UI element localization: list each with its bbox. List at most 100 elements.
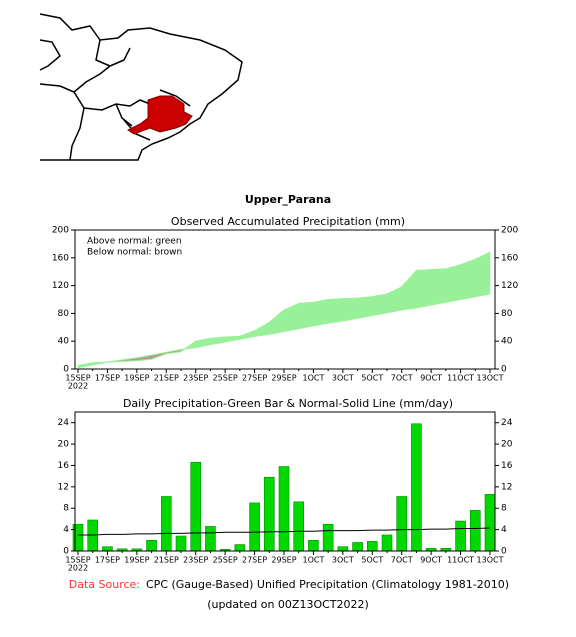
x-tick-label: 27SEP	[242, 374, 267, 383]
page-title: Upper_Parana	[245, 193, 331, 206]
bar	[278, 466, 290, 552]
y-tick-label: 80	[501, 309, 513, 319]
y-tick-label: 0	[501, 365, 507, 375]
x-tick-label: 15SEP	[65, 374, 90, 383]
bar	[469, 510, 481, 552]
y-tick-label: 80	[58, 309, 70, 319]
x-tick-label: 15SEP	[65, 556, 90, 565]
x-tick-label: 17SEP	[95, 556, 120, 565]
y-tick-label: 8	[63, 504, 69, 514]
area-fill	[416, 269, 432, 309]
area-fill	[342, 297, 358, 322]
x-tick-label: 3OCT	[332, 556, 354, 565]
bar	[455, 520, 466, 552]
x-tick-label: 23SEP	[183, 374, 208, 383]
x-tick-label: 9OCT	[420, 374, 442, 383]
chart-title: Observed Accumulated Precipitation (mm)	[171, 215, 405, 228]
area-fill	[474, 251, 491, 298]
bar	[146, 540, 157, 552]
y-tick-label: 40	[58, 337, 70, 347]
bar	[381, 534, 393, 552]
area-fill	[283, 303, 300, 332]
y-tick-label: 200	[52, 226, 69, 236]
area-fill	[401, 269, 417, 311]
x-tick-label: 3OCT	[332, 374, 354, 383]
bar	[263, 476, 275, 552]
y-tick-label: 160	[52, 253, 69, 263]
x-tick-label: 9OCT	[420, 556, 442, 565]
area-fill	[460, 258, 476, 300]
y-tick-label: 0	[501, 547, 507, 557]
x-tick-label: 19SEP	[124, 556, 149, 565]
x-tick-label: 29SEP	[271, 374, 296, 383]
x-annotation: 2022	[68, 564, 88, 573]
bar	[322, 523, 334, 552]
y-tick-label: 200	[501, 226, 518, 236]
annotation: Above normal: green	[87, 237, 182, 247]
y-tick-label: 16	[58, 461, 70, 471]
x-tick-label: 27SEP	[242, 556, 267, 565]
bar	[411, 423, 422, 552]
x-tick-label: 25SEP	[213, 556, 238, 565]
y-tick-label: 160	[501, 253, 518, 263]
x-tick-label: 29SEP	[271, 556, 296, 565]
normal-line	[78, 527, 491, 536]
area-fill	[313, 299, 329, 327]
annotation: Below normal: brown	[87, 248, 182, 258]
bar	[396, 496, 408, 552]
y-tick-label: 24	[58, 418, 70, 428]
bar	[190, 461, 202, 552]
bar	[175, 535, 187, 552]
x-tick-label: 5OCT	[361, 374, 383, 383]
area-fill	[445, 264, 461, 303]
updated: (updated on 00Z13OCT2022)	[207, 598, 369, 611]
bar	[234, 544, 246, 552]
x-tick-label: 13OCT	[477, 374, 504, 383]
y-tick-label: 20	[58, 440, 70, 450]
area-fill	[430, 268, 447, 306]
bar	[366, 541, 378, 552]
source: CPC (Gauge-Based) Unified Precipitation …	[146, 578, 509, 591]
y-tick-label: 40	[501, 337, 513, 347]
x-tick-label: 23SEP	[183, 556, 208, 565]
x-annotation: 2022	[68, 382, 88, 391]
bar	[352, 542, 363, 552]
locator-map	[39, 13, 243, 161]
x-tick-label: 7OCT	[391, 556, 413, 565]
x-tick-label: 5OCT	[361, 556, 383, 565]
x-tick-label: 11OCT	[447, 556, 474, 565]
x-tick-label: 1OCT	[302, 556, 324, 565]
x-tick-label: 13OCT	[477, 556, 504, 565]
bar	[160, 496, 172, 552]
series-line	[77, 293, 491, 369]
area-fill	[357, 296, 373, 319]
bar	[87, 519, 99, 552]
y-tick-label: 4	[63, 525, 69, 535]
x-tick-label: 7OCT	[391, 374, 413, 383]
y-tick-label: 4	[501, 525, 507, 535]
region	[127, 95, 193, 135]
y-tick-label: 12	[501, 482, 512, 492]
series-line	[77, 251, 491, 367]
bar	[293, 501, 305, 552]
y-tick-label: 20	[501, 440, 513, 450]
area-fill	[371, 293, 388, 316]
x-tick-label: 11OCT	[447, 374, 474, 383]
y-tick-label: 16	[501, 461, 513, 471]
x-tick-label: 25SEP	[213, 374, 238, 383]
x-tick-label: 19SEP	[124, 374, 149, 383]
y-tick-label: 120	[501, 281, 518, 291]
y-tick-label: 120	[52, 281, 69, 291]
bar	[102, 546, 113, 552]
y-tick-label: 0	[63, 547, 69, 557]
bar	[308, 540, 319, 552]
x-tick-label: 21SEP	[154, 556, 179, 565]
x-tick-label: 21SEP	[154, 374, 179, 383]
y-tick-label: 12	[58, 482, 69, 492]
bar	[249, 502, 260, 552]
y-tick-label: 24	[501, 418, 513, 428]
bar	[205, 526, 216, 552]
x-tick-label: 17SEP	[95, 374, 120, 383]
plot-frame	[74, 411, 496, 552]
